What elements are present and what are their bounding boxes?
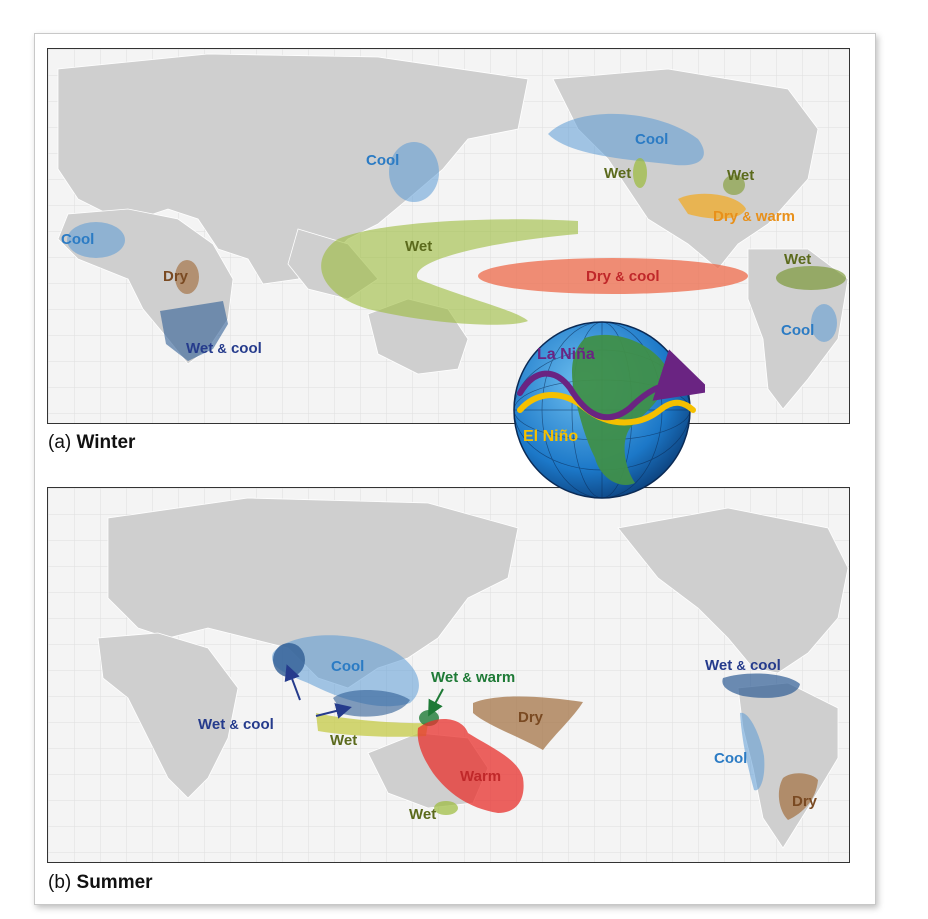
globe-inset: La Niña El Niño (505, 318, 713, 508)
cool-north-america-region (548, 113, 704, 166)
wet-cool-south-africa-region (160, 301, 228, 361)
label-warm-east-australia: Warm (460, 768, 502, 785)
label-wet-cool-south-africa-amp: & (217, 341, 227, 356)
winter-map (47, 48, 850, 424)
label-wet-south-australia: Wet (409, 806, 437, 823)
caption-winter: (a) Winter (48, 432, 135, 454)
wet-east-us-region (723, 175, 745, 195)
label-wet-cool-central-america: Wet & cool (705, 657, 781, 674)
label-wet-warm-word2: warm (475, 669, 516, 686)
arrow-wet-warm-png (428, 688, 444, 717)
dry-south-south-america-region (778, 773, 818, 820)
label-wet-west-us: Wet (604, 165, 632, 182)
arrow-wet-cool-indonesia (315, 703, 352, 719)
caption-summer: (b) Summer (48, 872, 153, 894)
dry-cool-central-pacific-region (478, 258, 748, 294)
label-dry-cool-word1: Dry (586, 268, 612, 285)
label-dry-cool-word2: cool (628, 268, 660, 285)
wet-north-south-america-region (776, 266, 846, 290)
label-wet-cool-south-africa-word1: Wet (186, 340, 214, 357)
cool-west-south-america-region (740, 712, 765, 791)
winter-map-graphic (48, 49, 849, 423)
cool-east-asia-region (389, 142, 439, 202)
dry-central-africa-region (175, 260, 199, 294)
cool-west-africa-region (67, 222, 125, 258)
label-wet-west-pacific: Wet (405, 238, 433, 255)
cool-south-america-region (811, 304, 837, 342)
el-nino-path (517, 392, 696, 426)
label-cool-west-africa: Cool (61, 231, 95, 248)
label-wet-north-south-america: Wet (784, 251, 812, 268)
caption-winter-letter: (a) (48, 432, 72, 453)
wet-indonesia-region (316, 713, 428, 737)
label-dry-south-pacific: Dry (518, 709, 544, 726)
label-dry-warm-amp: & (742, 209, 752, 224)
label-dry-central-africa: Dry (163, 268, 189, 285)
label-cool-west-south-america: Cool (714, 750, 748, 767)
arrow-wet-cool-india (284, 664, 301, 701)
summer-map (47, 487, 850, 863)
label-el-nino: El Niño (523, 428, 579, 445)
wet-south-australia-region (434, 801, 458, 815)
dry-south-pacific-region (473, 696, 583, 750)
label-cool-east-asia: Cool (366, 152, 400, 169)
label-wet-cool-india-word1: Wet (198, 716, 226, 733)
label-wet-east-us: Wet (727, 167, 755, 184)
wet-cool-indonesia-region (333, 689, 410, 717)
wet-cool-central-america-region (722, 673, 800, 698)
label-wet-cool-south-africa-word2: cool (230, 340, 262, 357)
label-dry-warm-word2: warm (755, 208, 795, 225)
label-wet-cool-india: Wet & cool (198, 716, 274, 733)
label-dry-cool-central-pacific: Dry & cool (586, 268, 660, 285)
label-wet-cool-ca-word2: cool (749, 657, 781, 674)
wet-west-pacific-region (321, 219, 578, 325)
label-wet-warm-amp: & (462, 670, 472, 685)
label-dry-south-south-america: Dry (792, 793, 818, 810)
globe-continent (572, 334, 670, 486)
label-wet-cool-india-word2: cool (242, 716, 274, 733)
label-dry-cool-amp: & (615, 269, 625, 284)
label-dry-warm-gulf: Dry & warm (713, 208, 795, 225)
label-wet-warm-png: Wet & warm (431, 669, 515, 686)
label-wet-cool-south-africa: Wet & cool (186, 340, 262, 357)
caption-summer-letter: (b) (48, 872, 72, 893)
label-cool-north-america: Cool (635, 131, 669, 148)
label-cool-south-america: Cool (781, 322, 815, 339)
warm-east-australia-region (417, 718, 524, 813)
label-dry-warm-word1: Dry (713, 208, 739, 225)
label-wet-cool-ca-word1: Wet (705, 657, 733, 674)
caption-winter-word: Winter (76, 432, 136, 453)
caption-summer-word: Summer (76, 872, 153, 893)
globe-graphic (513, 321, 713, 499)
label-wet-cool-india-amp: & (229, 717, 239, 732)
label-wet-warm-word1: Wet (431, 669, 459, 686)
label-la-nina: La Niña (537, 346, 595, 363)
cool-southeast-asia-region (272, 635, 419, 707)
label-wet-indonesia: Wet (330, 732, 358, 749)
summer-map-graphic (48, 488, 849, 862)
label-wet-cool-ca-amp: & (736, 658, 746, 673)
wet-west-us-region (633, 158, 647, 188)
la-nina-path (517, 349, 713, 421)
label-cool-southeast-asia: Cool (331, 658, 365, 675)
dry-warm-gulf-region (678, 193, 746, 219)
